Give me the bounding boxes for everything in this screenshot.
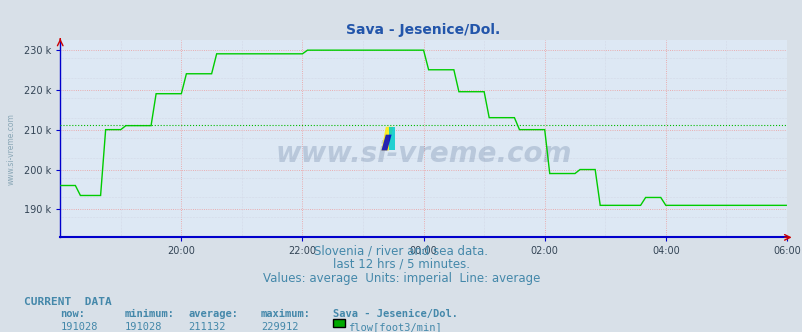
FancyBboxPatch shape (60, 40, 786, 237)
Text: www.si-vreme.com: www.si-vreme.com (275, 140, 571, 168)
Text: 191028: 191028 (124, 322, 162, 332)
Text: www.si-vreme.com: www.si-vreme.com (6, 114, 15, 185)
Text: 191028: 191028 (60, 322, 98, 332)
Text: 229912: 229912 (261, 322, 298, 332)
Polygon shape (381, 135, 391, 150)
Text: Sava - Jesenice/Dol.: Sava - Jesenice/Dol. (333, 309, 458, 319)
Text: 211132: 211132 (188, 322, 226, 332)
Text: now:: now: (60, 309, 85, 319)
Text: Slovenia / river and sea data.: Slovenia / river and sea data. (314, 244, 488, 257)
Text: minimum:: minimum: (124, 309, 174, 319)
Polygon shape (381, 127, 392, 150)
Title: Sava - Jesenice/Dol.: Sava - Jesenice/Dol. (346, 23, 500, 37)
Polygon shape (388, 127, 394, 150)
Text: average:: average: (188, 309, 238, 319)
Text: CURRENT  DATA: CURRENT DATA (24, 297, 111, 307)
Text: Values: average  Units: imperial  Line: average: Values: average Units: imperial Line: av… (262, 272, 540, 285)
Text: maximum:: maximum: (261, 309, 310, 319)
Text: flow[foot3/min]: flow[foot3/min] (348, 322, 442, 332)
Text: last 12 hrs / 5 minutes.: last 12 hrs / 5 minutes. (333, 258, 469, 271)
